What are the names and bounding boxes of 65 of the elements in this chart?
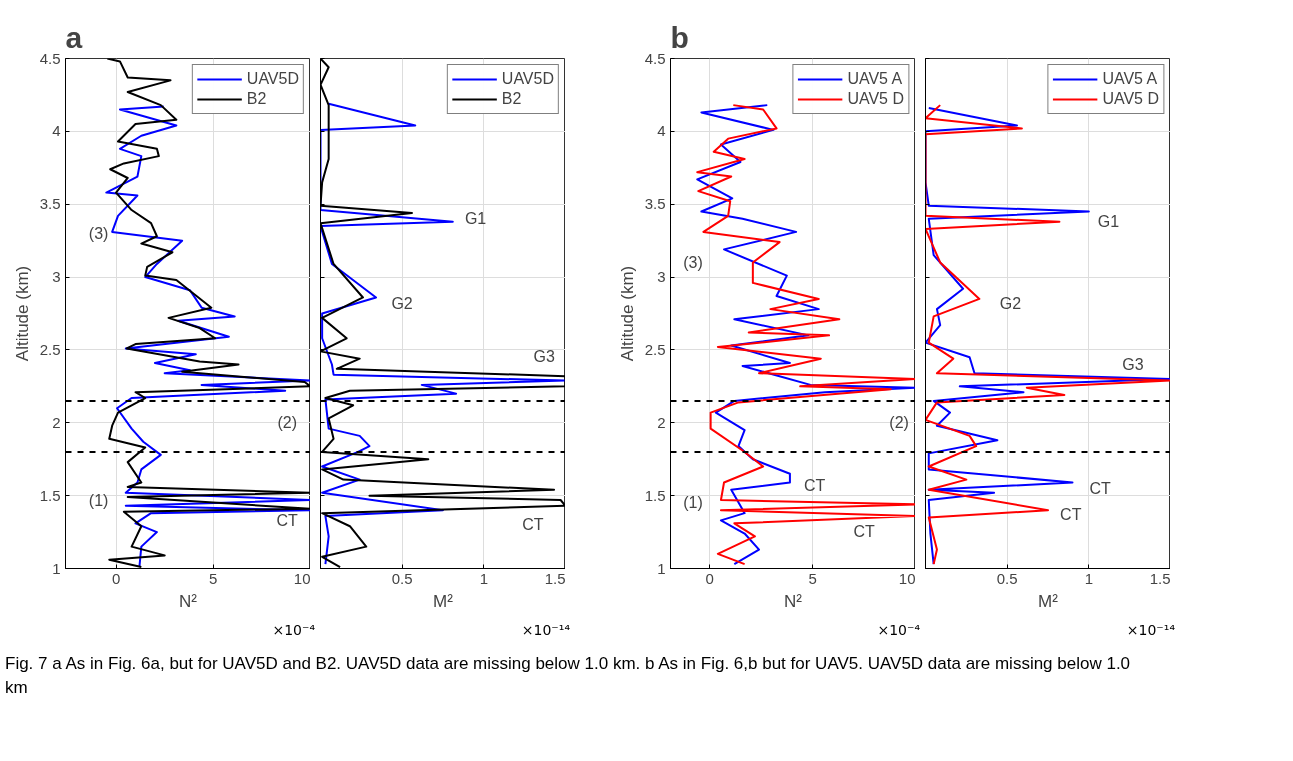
x-tick-label: 0.5 [996, 569, 1018, 587]
x-tick-label: 1 [479, 569, 489, 587]
x-tick-label: 5 [808, 569, 817, 587]
x-axis-title: N² [179, 591, 198, 611]
annotation: CT [276, 512, 299, 530]
x-tick-label: 10 [898, 569, 916, 587]
annotation: (3) [683, 254, 703, 271]
annotation: G3 [1122, 356, 1144, 373]
x-axis-title: M² [433, 591, 454, 611]
annotation: G1 [464, 210, 487, 228]
y-tick-label: 4.5 [39, 49, 61, 67]
annotation: (2) [889, 414, 909, 432]
x-tick-label: 0 [111, 569, 121, 587]
y-tick-label: 4 [657, 122, 666, 140]
annotation: G3 [533, 348, 555, 366]
y-tick-label: 2 [657, 413, 666, 431]
text: ×10⁻⁴ [272, 621, 315, 640]
y-tick-label: 3 [657, 268, 666, 286]
chart-title: b [670, 20, 689, 54]
annotation: CT [522, 516, 544, 534]
annotation: G1 [1097, 213, 1120, 231]
text: ×10⁻⁴ [877, 621, 920, 640]
y-axis-title: Altitude (km) [12, 265, 32, 362]
legend-label: UAV5 D [847, 90, 904, 108]
annotation: CT [1089, 479, 1112, 497]
y-tick-label: 2.5 [644, 340, 666, 358]
x-tick-label: 10 [293, 569, 311, 587]
x-tick-label: 1 [1084, 569, 1094, 587]
annotation: (2) [277, 414, 298, 432]
y-tick-label: 2.5 [39, 340, 61, 358]
y-tick-label: 3 [52, 268, 61, 286]
chart-title: a [65, 20, 83, 54]
text: ×10⁻¹⁴ [521, 621, 570, 640]
annotation: G2 [391, 294, 413, 312]
y-axis-title: Altitude (km) [617, 265, 637, 362]
y-tick-label: 2 [52, 413, 61, 431]
x-tick-label: 1.5 [544, 569, 566, 587]
y-tick-label: 3.5 [39, 195, 61, 213]
y-tick-label: 3.5 [644, 195, 666, 213]
y-tick-label: 4 [52, 122, 61, 140]
annotation: (1) [88, 491, 109, 509]
annotation: CT [853, 523, 875, 541]
y-tick-label: 4.5 [644, 49, 666, 67]
text: ×10⁻¹⁴ [1126, 621, 1175, 640]
annotation: (3) [88, 224, 109, 242]
x-tick-label: 0.5 [391, 569, 413, 587]
legend-label: UAV5 D [1102, 90, 1159, 108]
legend-label: UAV5 A [847, 70, 903, 88]
legend-label: UAV5D [246, 70, 299, 88]
legend-label: UAV5D [501, 70, 554, 88]
legend-label: B2 [501, 90, 522, 108]
legend-label: B2 [246, 90, 267, 108]
y-tick-label: 1.5 [644, 486, 666, 504]
x-tick-label: 0 [705, 569, 714, 587]
x-axis-title: N² [784, 591, 803, 611]
annotation: CT [803, 476, 826, 494]
x-tick-label: 5 [209, 569, 218, 587]
annotation: G2 [999, 294, 1022, 312]
annotation: CT [1060, 506, 1082, 524]
y-tick-label: 1.5 [39, 486, 61, 504]
legend-label: UAV5 A [1102, 70, 1158, 88]
caption: Fig. 7 a As in Fig. 6a, but for UAV5D and B2. UAV5D data are missing below 1.0 km. b As in Fig. 6,b but for UAV5. UAV5D data are missing below 1.0 km [5, 653, 1132, 700]
x-axis-title: M² [1038, 591, 1059, 611]
annotation: (1) [683, 494, 703, 512]
x-tick-label: 1.5 [1149, 569, 1171, 587]
